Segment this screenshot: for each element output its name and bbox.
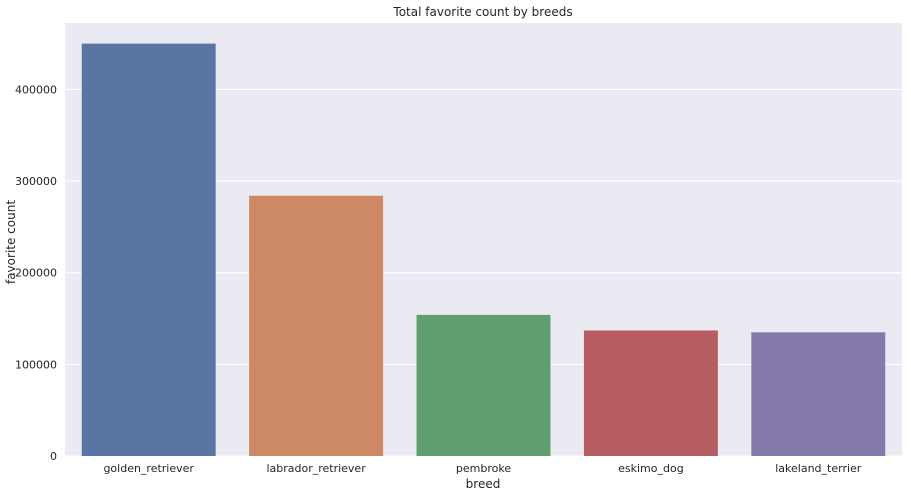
chart-title: Total favorite count by breeds — [392, 5, 572, 19]
y-tick-label: 100000 — [15, 358, 57, 371]
x-tick-label: golden_retriever — [103, 462, 194, 475]
x-tick-label: eskimo_dog — [618, 462, 684, 475]
x-tick-label: labrador_retriever — [266, 462, 366, 475]
bars — [81, 43, 886, 456]
x-axis-label: breed — [466, 477, 501, 491]
bar-lakeland-terrier — [751, 332, 886, 456]
y-axis-label: favorite count — [4, 200, 18, 284]
bar-golden-retriever — [81, 43, 216, 456]
y-tick-label: 0 — [50, 450, 57, 463]
y-tick-label: 200000 — [15, 267, 57, 280]
y-tick-label: 300000 — [15, 175, 57, 188]
bar-labrador-retriever — [249, 195, 384, 456]
x-tick-label: pembroke — [456, 462, 511, 475]
y-axis-ticks: 0 100000 200000 300000 400000 — [15, 83, 57, 463]
bar-eskimo-dog — [583, 330, 718, 456]
x-tick-label: lakeland_terrier — [775, 462, 862, 475]
x-axis-ticks: golden_retriever labrador_retriever pembro… — [103, 462, 861, 475]
y-tick-label: 400000 — [15, 83, 57, 96]
bar-pembroke — [416, 314, 551, 456]
